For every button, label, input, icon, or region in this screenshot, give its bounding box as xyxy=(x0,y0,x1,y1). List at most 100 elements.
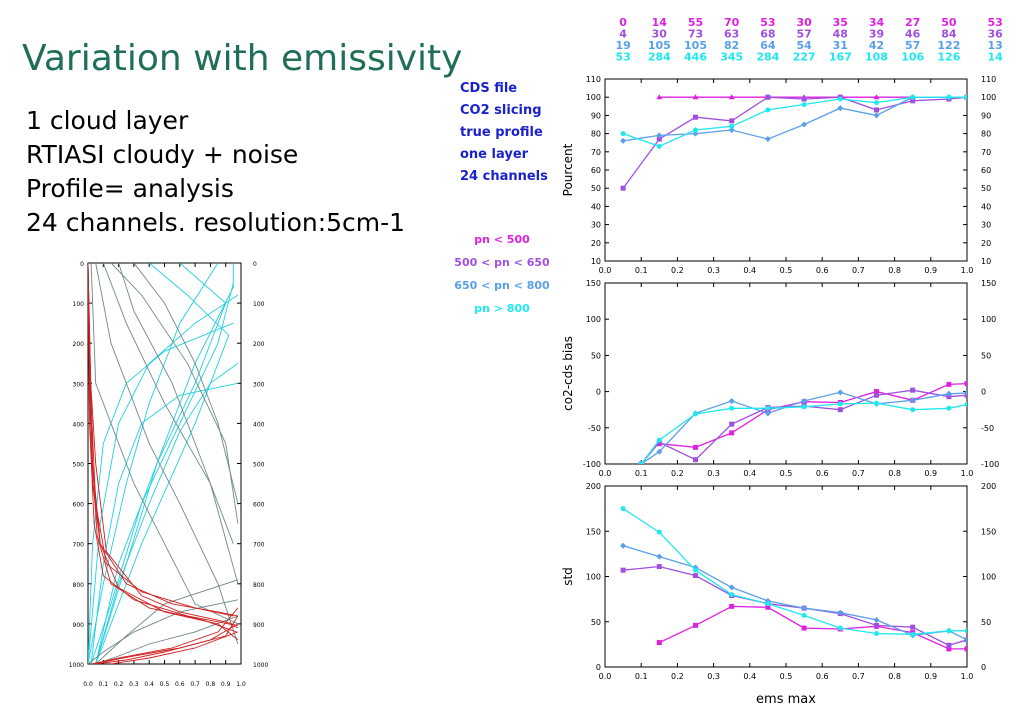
y-tick-label: 30 xyxy=(981,221,991,230)
y-tick-label: 150 xyxy=(981,279,996,288)
series-line xyxy=(95,615,239,664)
data-point xyxy=(656,448,663,455)
data-point xyxy=(837,96,843,102)
y-tick-label: 50 xyxy=(591,351,601,360)
data-point xyxy=(874,631,879,637)
count-label: 50 xyxy=(941,16,957,29)
data-point xyxy=(801,398,808,405)
x-tick-label: 0.2 xyxy=(671,266,684,275)
data-point xyxy=(801,96,807,102)
data-point xyxy=(656,529,662,535)
data-point xyxy=(620,185,626,191)
data-point xyxy=(728,398,735,405)
legend-line: one layer xyxy=(460,147,529,162)
plot-frame xyxy=(604,485,968,668)
series-line xyxy=(88,263,237,633)
data-point xyxy=(964,646,967,652)
y-tick-label: 70 xyxy=(591,148,601,157)
count-label: 53 xyxy=(760,16,775,29)
data-point xyxy=(874,400,879,406)
y-tick-label: 0 xyxy=(596,663,601,672)
x-tick-label: 0.6 xyxy=(816,469,829,478)
y-tick-label: 700 xyxy=(73,542,85,549)
y-tick-label: 30 xyxy=(591,221,601,230)
count-label: 34 xyxy=(869,16,885,29)
data-point xyxy=(656,437,662,443)
x-tick-label: 0.4 xyxy=(743,266,756,275)
method-legend: CDS file CO2 slicing true profile one la… xyxy=(460,78,548,188)
data-point xyxy=(964,392,967,398)
y-axis-label: std xyxy=(561,567,575,586)
count-label: 167 xyxy=(829,51,852,64)
data-point xyxy=(946,642,952,648)
series-group xyxy=(620,94,967,191)
series-line xyxy=(118,263,234,544)
data-point xyxy=(910,407,916,413)
count-label: 106 xyxy=(901,51,924,64)
y-tick-label: 50 xyxy=(591,184,601,193)
y-tick-label: 800 xyxy=(73,582,85,589)
x-tick-label: 0.7 xyxy=(852,672,865,681)
y-tick-label: 10 xyxy=(591,257,601,266)
chart-panel-1: 0.0 0.1 0.2 0.3 0.4 0.5 0.6 0.7 0.8 0.9 1.0 -100 -10… xyxy=(561,279,999,478)
count-label: 31 xyxy=(833,39,848,52)
data-point xyxy=(765,405,771,411)
data-point xyxy=(837,389,844,396)
data-point xyxy=(946,405,952,411)
data-point xyxy=(910,387,916,393)
series-line xyxy=(88,263,239,627)
x-tick-label: 0.1 xyxy=(635,266,648,275)
data-point xyxy=(910,631,916,637)
data-point xyxy=(874,100,879,106)
series-group xyxy=(620,506,967,652)
data-point xyxy=(729,592,735,598)
data-point xyxy=(837,625,843,631)
y-tick-label: 400 xyxy=(73,421,85,428)
series-group xyxy=(638,381,967,464)
data-point xyxy=(656,132,663,139)
series-line xyxy=(88,263,234,617)
x-tick-label: 0.7 xyxy=(190,681,200,688)
x-tick-label: 0.1 xyxy=(635,672,648,681)
data-point xyxy=(693,114,698,120)
series-line xyxy=(95,362,239,664)
data-point xyxy=(964,94,967,100)
y-tick-label: 500 xyxy=(253,462,265,469)
count-label: 30 xyxy=(652,28,668,41)
y-tick-label: 1000 xyxy=(253,662,268,669)
y-tick-label: 0 xyxy=(596,388,601,397)
x-tick-label: 0.5 xyxy=(780,469,793,478)
y-tick-label: 600 xyxy=(73,502,85,509)
info-line: 1 cloud layer xyxy=(26,106,189,135)
y-tick-label: 40 xyxy=(591,202,601,211)
series-line xyxy=(88,263,238,617)
count-label: 14 xyxy=(652,16,668,29)
data-point xyxy=(728,126,735,133)
series-line xyxy=(88,263,219,664)
count-label: 446 xyxy=(684,51,707,64)
count-label: 57 xyxy=(796,28,811,41)
y-tick-label: 400 xyxy=(253,421,265,428)
y-tick-label: 20 xyxy=(981,239,991,248)
x-tick-label: 0.4 xyxy=(144,681,154,688)
data-point xyxy=(656,564,662,570)
plot-frame xyxy=(604,282,968,465)
y-tick-label: 0 xyxy=(981,388,986,397)
x-tick-label: 0.5 xyxy=(160,681,170,688)
count-label: 64 xyxy=(760,39,776,52)
y-tick-label: 100 xyxy=(586,315,601,324)
count-label: 345 xyxy=(720,51,743,64)
data-point xyxy=(693,444,698,450)
page-title: Variation with emissivity xyxy=(22,38,463,79)
y-tick-label: 80 xyxy=(981,130,991,139)
pn-legend-entry: 650 < pn < 800 xyxy=(454,279,550,292)
series-line xyxy=(623,96,967,142)
data-point xyxy=(910,624,916,630)
x-tick-label: 0.2 xyxy=(114,681,124,688)
count-label: 0 xyxy=(619,16,627,29)
data-point xyxy=(693,573,698,579)
x-tick-label: 0.6 xyxy=(816,266,829,275)
count-label: 63 xyxy=(724,28,739,41)
series-line xyxy=(622,545,967,641)
data-point xyxy=(964,636,967,643)
